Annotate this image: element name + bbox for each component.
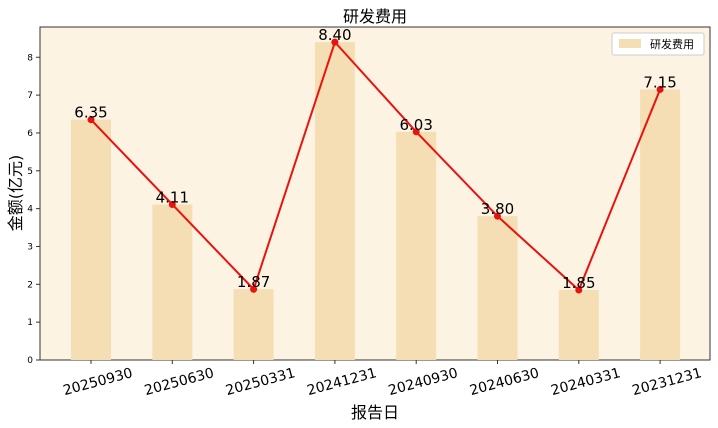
line-point bbox=[412, 128, 420, 136]
y-axis-label: 金额(亿元) bbox=[6, 155, 25, 232]
y-tick-label: 0 bbox=[27, 356, 33, 366]
x-tick-label: 20250930 bbox=[61, 365, 134, 399]
y-tick-label: 8 bbox=[27, 53, 33, 63]
legend-swatch bbox=[619, 39, 641, 48]
x-tick-label: 20250630 bbox=[143, 365, 216, 399]
bar bbox=[558, 289, 599, 360]
bar bbox=[152, 204, 193, 360]
data-label: 1.85 bbox=[562, 274, 595, 292]
legend-box bbox=[611, 32, 705, 56]
line-point bbox=[331, 38, 339, 46]
x-axis-label: 报告日 bbox=[351, 403, 399, 422]
y-tick-label: 4 bbox=[27, 205, 33, 215]
x-tick-label: 20240930 bbox=[387, 365, 460, 399]
x-tick-label: 20241231 bbox=[305, 365, 378, 399]
y-tick-label: 1 bbox=[27, 318, 33, 328]
y-tick-label: 2 bbox=[27, 280, 33, 290]
bars-layer bbox=[71, 42, 681, 361]
line-point bbox=[168, 200, 176, 208]
x-tick-label: 20240630 bbox=[468, 365, 541, 399]
line-point bbox=[494, 212, 501, 220]
data-label: 8.40 bbox=[318, 26, 351, 44]
line-point bbox=[87, 116, 95, 124]
line-layer bbox=[87, 38, 664, 294]
data-label: 3.80 bbox=[481, 200, 514, 218]
x-tick-label: 20231231 bbox=[631, 365, 704, 399]
bar bbox=[233, 289, 274, 360]
line-point bbox=[250, 285, 258, 293]
bar bbox=[477, 216, 518, 360]
line-point bbox=[656, 85, 664, 93]
data-label: 1.87 bbox=[237, 273, 270, 291]
data-label: 4.11 bbox=[156, 188, 189, 206]
legend-label: 研发费用 bbox=[650, 37, 694, 51]
plot-area bbox=[39, 26, 711, 361]
legend: 研发费用 bbox=[611, 32, 705, 56]
line-point bbox=[575, 286, 583, 294]
x-axis: 20250930 20250630 20250331 20241231 20240930… bbox=[61, 360, 704, 399]
y-tick-label: 3 bbox=[27, 242, 33, 252]
y-axis: 0 1 2 3 4 5 6 7 8 bbox=[27, 53, 40, 366]
chart-title: 研发费用 bbox=[343, 7, 407, 26]
data-labels-layer: 6.35 4.11 1.87 8.40 6.03 3.80 1.85 7.15 bbox=[74, 26, 677, 292]
bar bbox=[314, 42, 355, 361]
x-tick-label: 20240331 bbox=[549, 365, 622, 399]
y-tick-label: 5 bbox=[27, 167, 33, 177]
data-label: 6.03 bbox=[399, 116, 432, 134]
x-tick-label: 20250331 bbox=[224, 365, 297, 399]
bar bbox=[71, 119, 111, 360]
bar bbox=[640, 89, 681, 360]
data-label: 6.35 bbox=[74, 104, 107, 122]
bar bbox=[396, 131, 437, 360]
y-tick-label: 7 bbox=[27, 91, 33, 101]
series-line bbox=[90, 40, 662, 292]
y-tick-label: 6 bbox=[27, 129, 33, 139]
data-label: 7.15 bbox=[643, 73, 676, 91]
